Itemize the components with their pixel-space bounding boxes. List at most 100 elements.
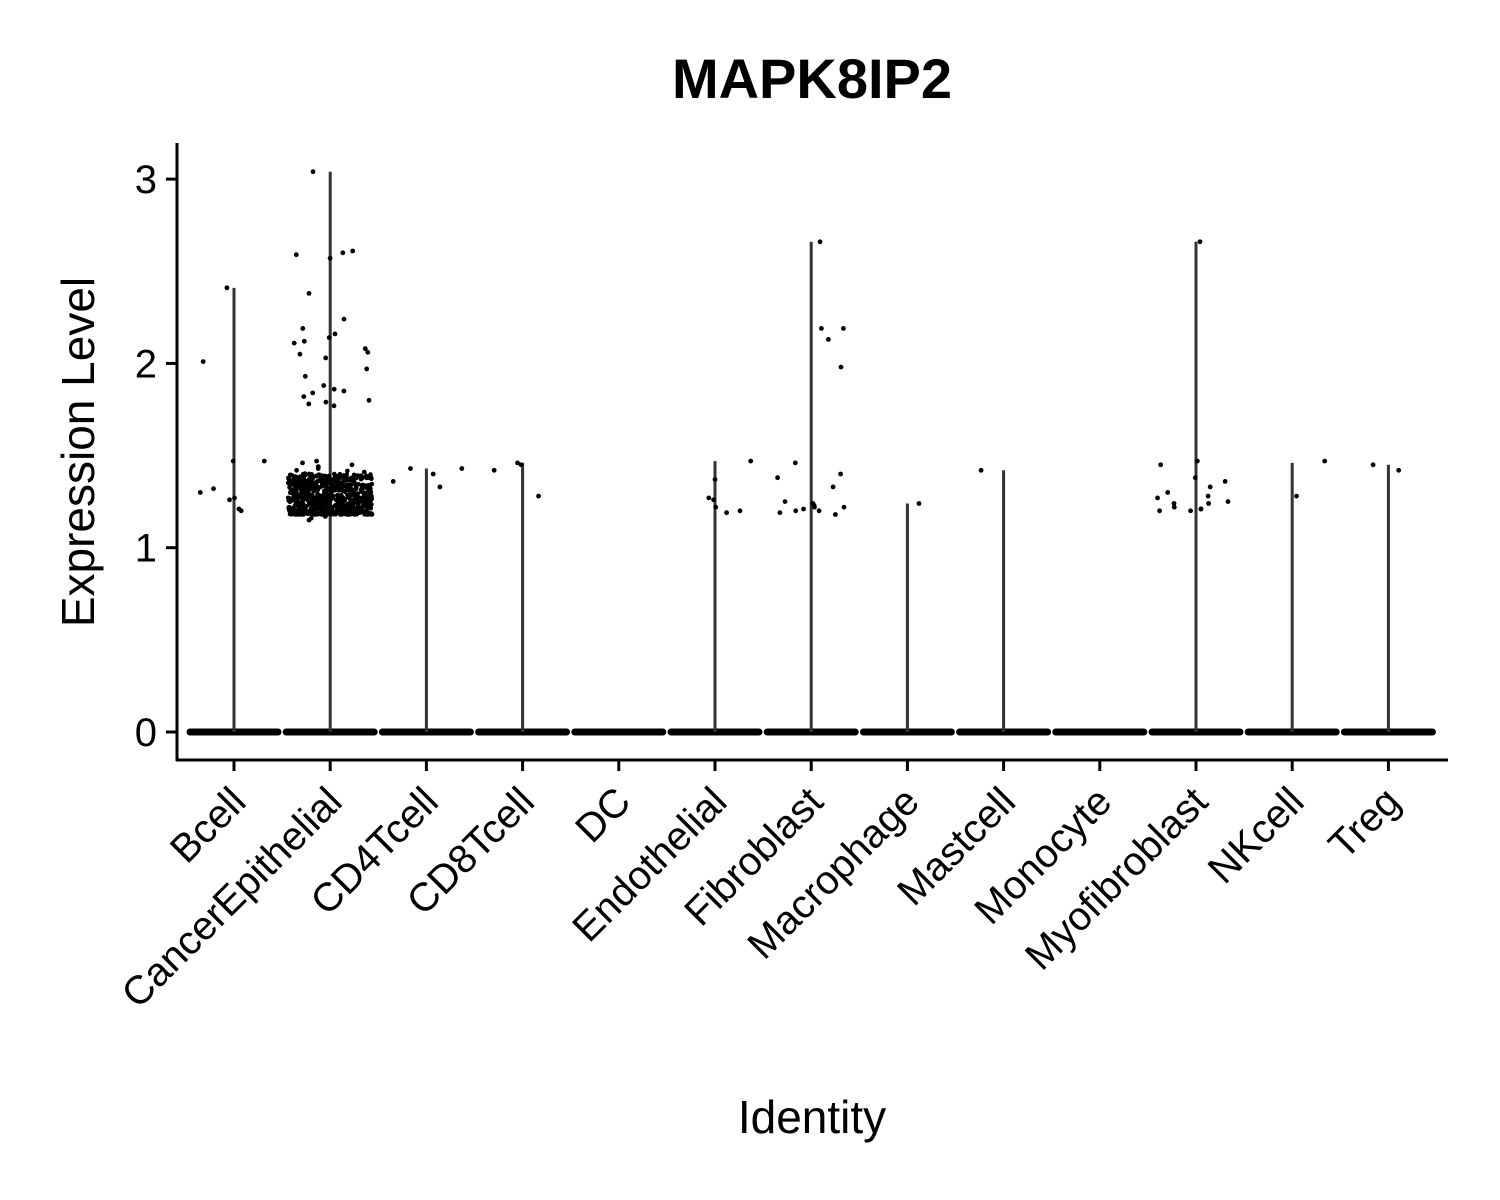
x-axis-title: Identity [738,1091,886,1143]
point-Endothelial [711,497,716,503]
point-Treg [1396,467,1402,473]
point-cluster-CancerEpithelial [336,480,342,485]
point-cluster-CancerEpithelial [352,512,357,517]
point-Fibroblast [775,475,780,481]
point-cluster-CancerEpithelial [329,505,335,510]
point-NKcell [1322,458,1328,464]
point-cluster-CancerEpithelial [334,510,340,516]
point-cluster-CancerEpithelial [356,510,362,515]
point-Myofibroblast [1207,484,1213,490]
point-cluster-CancerEpithelial [341,478,347,484]
point-cluster-CancerEpithelial [368,475,374,480]
point-Endothelial [724,510,729,516]
point-CancerEpithelial [323,399,329,405]
point-cluster-CancerEpithelial [336,505,341,511]
point-Bcell [238,508,244,514]
point-Myofibroblast [1171,504,1177,510]
point-Fibroblast [838,364,844,370]
point-Myofibroblast [1171,501,1177,506]
point-cluster-CancerEpithelial [308,509,314,515]
point-cluster-CancerEpithelial [353,506,358,511]
point-Fibroblast [801,506,806,512]
point-cluster-CancerEpithelial [358,475,364,480]
point-CancerEpithelial [300,326,306,331]
y-tick-label: 2 [135,342,157,386]
point-Fibroblast [817,239,823,245]
point-cluster-CancerEpithelial [295,508,301,514]
point-cluster-CancerEpithelial [307,485,313,491]
point-CancerEpithelial [310,390,316,396]
point-cluster-CancerEpithelial [296,477,302,483]
point-cluster-CancerEpithelial [328,487,334,493]
point-Endothelial [713,504,719,510]
point-CancerEpithelial [302,373,308,379]
point-cluster-CancerEpithelial [367,496,373,502]
point-cluster-CancerEpithelial [291,482,296,488]
point-cluster-CancerEpithelial [369,511,374,517]
point-Endothelial [748,458,754,464]
y-tick-label: 0 [135,711,157,755]
point-Myofibroblast [1198,506,1204,512]
point-cluster-CancerEpithelial [322,474,328,480]
point-cluster-CancerEpithelial [317,503,323,509]
point-cluster-CancerEpithelial [325,504,330,510]
point-CancerEpithelial [365,349,371,355]
point-cluster-CancerEpithelial [341,473,346,478]
point-cluster-CancerEpithelial [320,507,325,513]
point-CancerEpithelial [341,316,347,322]
point-cluster-CancerEpithelial [353,486,359,492]
point-Treg [1370,462,1376,468]
point-CD4Tcell [459,466,465,471]
point-cluster-CancerEpithelial [354,475,359,481]
point-Myofibroblast [1188,508,1193,514]
point-cluster-CancerEpithelial [353,491,358,497]
point-Myofibroblast [1222,479,1228,484]
point-cluster-CancerEpithelial [322,481,328,486]
point-Fibroblast [793,508,799,514]
point-CancerEpithelial [297,351,303,357]
point-cluster-CancerEpithelial [299,490,304,495]
point-CancerEpithelial [306,291,312,296]
point-cluster-CancerEpithelial [324,488,330,494]
point-CancerEpithelial [306,401,312,407]
point-CancerEpithelial [300,460,305,466]
point-cluster-CancerEpithelial [335,476,341,482]
point-cluster-CancerEpithelial [289,508,295,514]
point-Fibroblast [819,326,824,331]
point-cluster-CancerEpithelial [314,480,319,485]
point-cluster-CancerEpithelial [345,494,351,500]
point-cluster-CancerEpithelial [318,512,324,517]
point-cluster-CancerEpithelial [337,488,342,493]
point-NKcell [1294,493,1299,499]
point-cluster-CancerEpithelial [367,489,373,494]
point-CancerEpithelial [294,467,299,473]
point-CancerEpithelial [366,397,372,403]
point-CD8Tcell [518,462,524,468]
point-CancerEpithelial [310,169,316,175]
point-Myofibroblast [1225,499,1231,504]
point-CD4Tcell [437,484,443,490]
point-cluster-CancerEpithelial [288,496,294,502]
point-cluster-CancerEpithelial [300,486,306,492]
point-cluster-CancerEpithelial [327,480,332,486]
point-CancerEpithelial [361,469,367,475]
point-cluster-CancerEpithelial [341,510,347,515]
point-CancerEpithelial [364,366,370,372]
y-tick-label: 3 [135,158,157,202]
point-cluster-CancerEpithelial [323,498,329,504]
point-CancerEpithelial [349,462,355,468]
point-cluster-CancerEpithelial [340,496,345,501]
point-Bcell [230,458,236,464]
point-CancerEpithelial [323,355,329,361]
point-Myofibroblast [1194,458,1200,464]
point-cluster-CancerEpithelial [315,512,321,517]
point-CD8Tcell [536,493,541,499]
point-CancerEpithelial [291,340,297,346]
point-Bcell [211,486,216,492]
chart-title: MAPK8IP2 [672,47,952,110]
plot-area: 0123BcellCancerEpithelialCD4TcellCD8Tcel… [113,143,1448,1016]
point-cluster-CancerEpithelial [332,471,337,477]
point-CancerEpithelial [326,335,332,340]
point-Macrophage [916,501,922,506]
